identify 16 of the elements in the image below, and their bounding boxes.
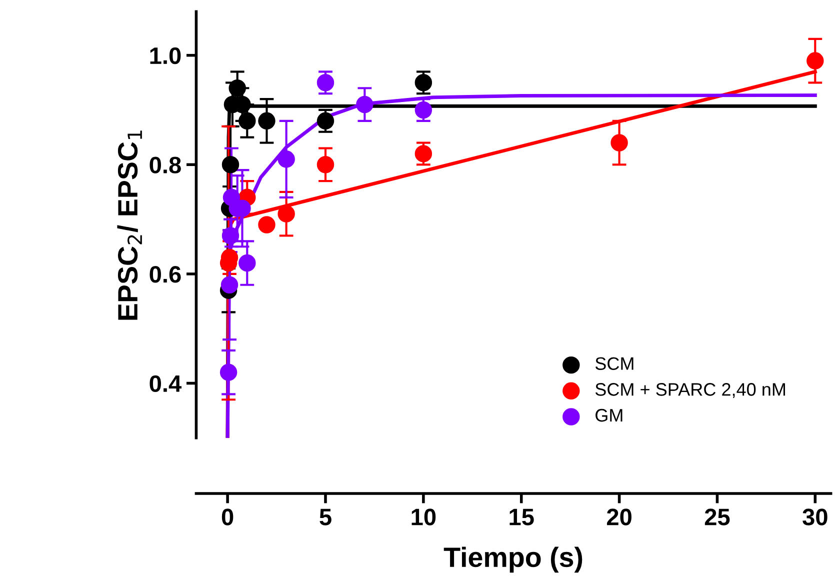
x-tick-label: 20 bbox=[606, 508, 632, 526]
y-axis-title: EPSC$_{2}$/ EPSC$_{1}$ bbox=[117, 130, 142, 320]
x-tick-label: 30 bbox=[802, 508, 828, 526]
legend-label: SCM bbox=[595, 357, 634, 370]
y-tick-label: 0.8 bbox=[150, 156, 181, 174]
x-axis-title: Tiempo (s) bbox=[444, 546, 582, 573]
y-tick-label: 0.6 bbox=[150, 266, 181, 283]
x-tick-label: 25 bbox=[704, 508, 730, 526]
x-tick-label: 10 bbox=[412, 508, 436, 526]
legend-label: GM bbox=[596, 408, 622, 422]
y-tick-label: 1.0 bbox=[150, 47, 181, 64]
y-tick-label: 0.4 bbox=[150, 375, 182, 392]
x-tick-label: 5 bbox=[320, 508, 332, 526]
x-tick-label: 15 bbox=[510, 508, 534, 526]
x-tick-label: 0 bbox=[222, 508, 234, 526]
legend-label: SCM + SPARC 2,40 nM bbox=[595, 383, 785, 398]
